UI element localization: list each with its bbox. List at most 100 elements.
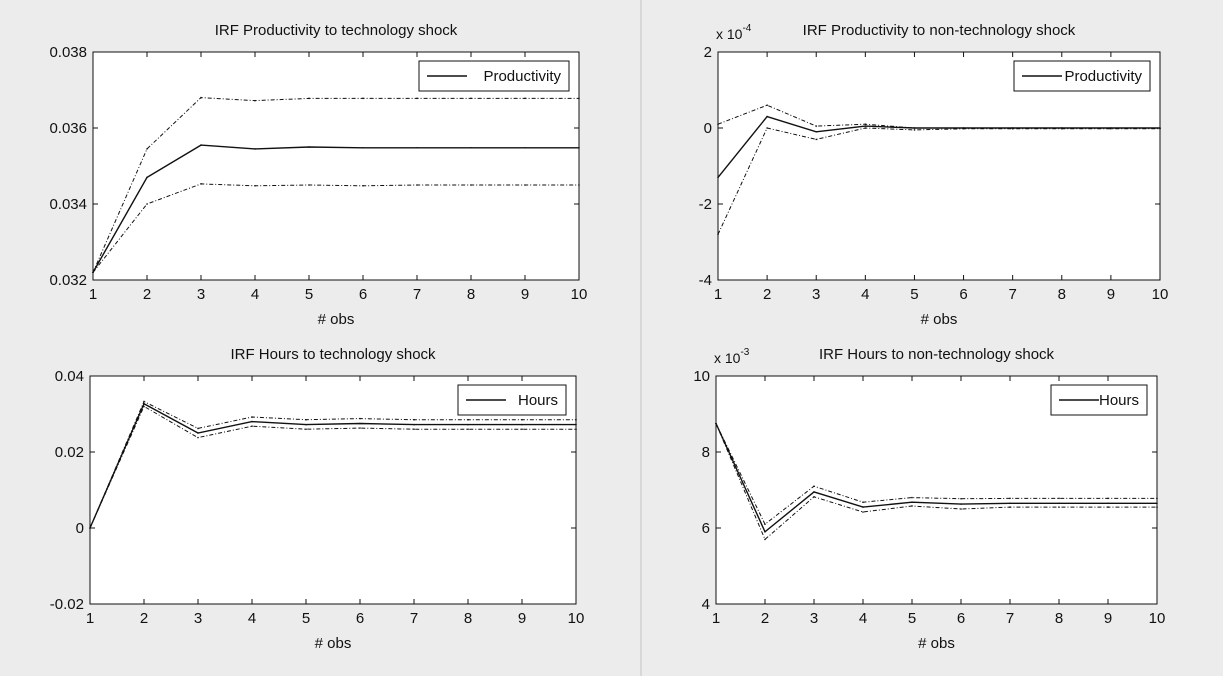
data-point <box>575 428 577 431</box>
x-tick-label: 6 <box>356 610 364 627</box>
data-point <box>362 97 364 100</box>
data-point <box>578 97 580 100</box>
series-line-upper <box>717 104 1160 129</box>
series-line-main <box>89 402 576 529</box>
panel-separator <box>640 0 642 676</box>
data-point <box>146 203 148 205</box>
data-point <box>766 104 768 106</box>
x-tick-label: 3 <box>810 610 818 627</box>
x-tick-label: 5 <box>908 610 916 627</box>
data-point <box>1009 497 1011 500</box>
x-tick-label: 8 <box>464 610 472 627</box>
data-point <box>1107 497 1109 500</box>
y-tick-label: 0 <box>76 520 84 537</box>
series-line-main <box>92 144 579 273</box>
data-point <box>717 123 719 125</box>
data-point <box>862 501 864 503</box>
data-point <box>1058 506 1060 508</box>
chart-panel-2: IRF Productivity to non-technology shock… <box>699 22 1169 328</box>
x-tick-label: 8 <box>1058 286 1066 303</box>
data-point <box>305 428 307 431</box>
data-point <box>913 127 916 129</box>
x-tick-label: 6 <box>959 286 967 303</box>
data-point <box>413 418 415 421</box>
data-point <box>911 505 913 507</box>
series-line-upper <box>92 97 579 273</box>
x-tick-label: 8 <box>467 286 475 303</box>
legend-label: Hours <box>518 392 558 409</box>
x-tick-label: 2 <box>143 286 151 303</box>
data-point <box>815 131 818 133</box>
data-point <box>813 496 815 498</box>
x-tick-label: 9 <box>1107 286 1115 303</box>
chart-title: IRF Hours to non-technology shock <box>819 346 1055 363</box>
x-tick-label: 1 <box>86 610 94 627</box>
x-tick-label: 3 <box>812 286 820 303</box>
data-point <box>362 146 364 149</box>
data-point <box>1110 127 1112 130</box>
legend-label: Hours <box>1099 392 1139 409</box>
data-point <box>815 138 818 141</box>
data-point <box>521 428 523 431</box>
data-point <box>862 511 864 513</box>
x-axis-label: # obs <box>921 311 958 328</box>
x-tick-label: 1 <box>89 286 97 303</box>
data-point <box>254 148 256 150</box>
x-axis-label: # obs <box>318 311 355 328</box>
data-point <box>764 531 766 533</box>
y-tick-label: 0.038 <box>49 44 87 61</box>
data-point <box>251 425 253 427</box>
data-point <box>1009 506 1011 508</box>
x-tick-label: 7 <box>413 286 421 303</box>
data-point <box>766 115 768 118</box>
data-point <box>764 538 766 541</box>
y-tick-label: 0.036 <box>49 120 87 137</box>
y-tick-label: 4 <box>702 596 710 613</box>
y-tick-label: -4 <box>699 272 712 289</box>
data-point <box>305 423 307 426</box>
data-point <box>1156 506 1158 508</box>
x-tick-label: 5 <box>910 286 918 303</box>
x-tick-label: 5 <box>302 610 310 627</box>
y-exponent-base: x 10 <box>714 350 741 366</box>
data-point <box>575 418 577 421</box>
y-tick-label: 10 <box>693 368 710 385</box>
x-tick-label: 6 <box>957 610 965 627</box>
data-point <box>1107 506 1109 508</box>
y-tick-label: 2 <box>704 44 712 61</box>
data-point <box>1156 502 1158 505</box>
data-point <box>813 485 815 488</box>
data-point <box>1156 497 1158 500</box>
y-tick-label: 0 <box>704 120 712 137</box>
chart-title: IRF Productivity to non-technology shock <box>803 22 1076 39</box>
y-exponent-label: x 10-3 <box>714 347 750 366</box>
data-point <box>911 501 913 503</box>
data-point <box>862 506 864 508</box>
data-point <box>197 432 199 434</box>
series-line-lower <box>89 405 576 529</box>
x-tick-label: 7 <box>1006 610 1014 627</box>
data-point <box>578 146 580 149</box>
x-tick-label: 4 <box>251 286 259 303</box>
series-line-lower <box>717 127 1160 235</box>
data-point <box>524 184 526 186</box>
data-point <box>960 503 962 505</box>
data-point <box>1058 497 1060 500</box>
data-point <box>962 127 965 130</box>
data-point <box>359 422 361 425</box>
x-tick-label: 9 <box>1104 610 1112 627</box>
data-point <box>416 146 418 149</box>
x-tick-label: 7 <box>410 610 418 627</box>
data-point <box>416 97 418 100</box>
data-point <box>305 418 307 421</box>
x-tick-label: 9 <box>521 286 529 303</box>
y-tick-label: -0.02 <box>50 596 84 613</box>
data-point <box>524 146 526 149</box>
data-point <box>200 96 202 99</box>
data-point <box>1011 127 1014 130</box>
data-point <box>92 271 94 274</box>
legend: Hours <box>1050 384 1148 416</box>
data-point <box>911 496 913 499</box>
x-tick-label: 4 <box>861 286 869 303</box>
series-line-lower <box>92 183 579 273</box>
